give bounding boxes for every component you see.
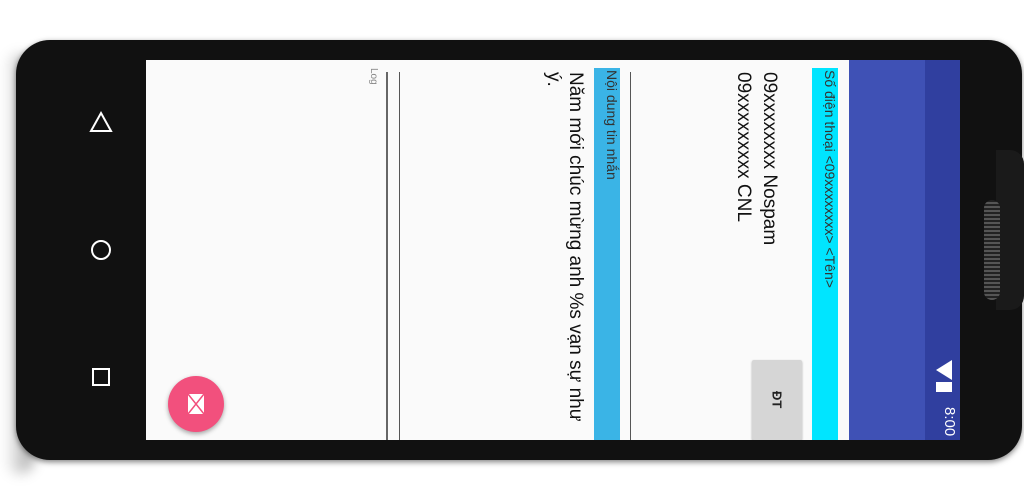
- phone-input-underline: [630, 72, 631, 440]
- status-bar: 8:00: [925, 60, 960, 440]
- phone-number-input[interactable]: 09xxxxxxxx Nospam 09xxxxxxxxx CNL: [733, 72, 780, 246]
- phone-section-header: Số điện thoại <09xxxxxxxx> <Tên>: [812, 68, 838, 440]
- back-icon: [89, 110, 113, 132]
- screen: 8:00 Số điện thoại <09xxxxxxxx> <Tên> 09…: [146, 60, 960, 440]
- send-fab[interactable]: [168, 376, 224, 432]
- wifi-icon: [936, 360, 952, 380]
- message-section-header: Nội dung tin nhắn: [594, 68, 620, 440]
- contacts-button-label: ĐT: [769, 391, 785, 409]
- envelope-icon: [187, 393, 205, 415]
- message-input[interactable]: Năm mới chúc mừng anh %s vạn sự như ý.: [543, 72, 586, 422]
- log-field[interactable]: [386, 72, 388, 440]
- recents-icon: [92, 368, 110, 386]
- speaker-grille: [984, 200, 1000, 300]
- contacts-button[interactable]: ĐT: [752, 360, 802, 440]
- recents-button[interactable]: [84, 360, 118, 394]
- back-button[interactable]: [84, 106, 118, 140]
- battery-icon: [936, 382, 952, 392]
- home-button[interactable]: [84, 233, 118, 267]
- status-time: 8:00: [941, 406, 958, 436]
- phone-edge: [996, 150, 1024, 310]
- navigation-bar: [56, 60, 146, 440]
- message-input-underline: [399, 72, 400, 440]
- home-icon: [91, 240, 111, 260]
- app-bar: [849, 60, 925, 440]
- log-label: Log: [368, 68, 379, 85]
